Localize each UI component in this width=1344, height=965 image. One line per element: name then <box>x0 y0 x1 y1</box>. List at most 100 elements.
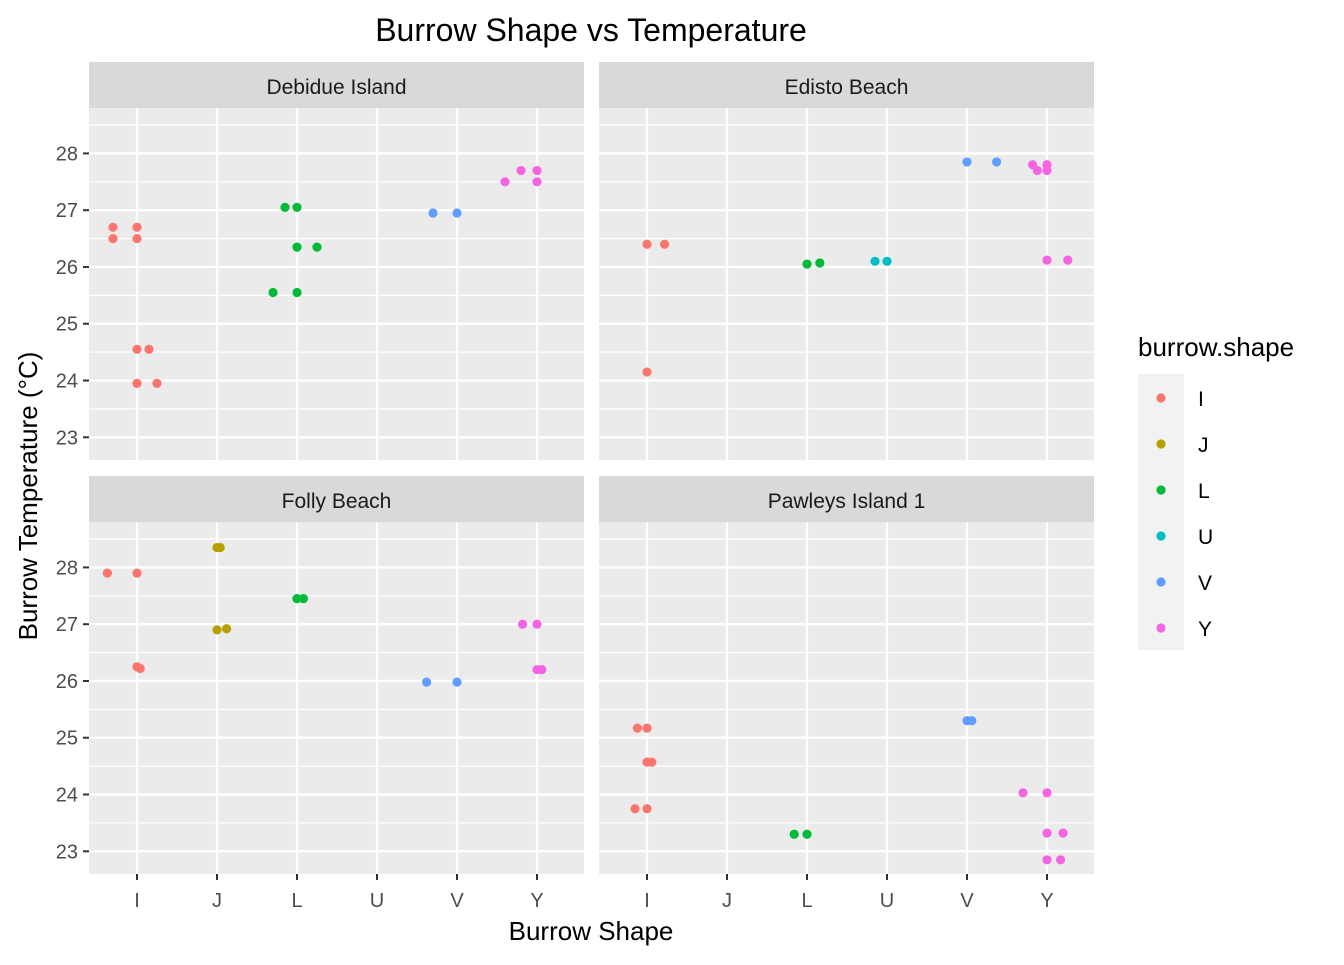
data-point-i <box>642 804 652 814</box>
x-tick-label: I <box>644 890 650 912</box>
data-point-y <box>1056 855 1066 865</box>
y-tick-label: 28 <box>56 143 78 165</box>
x-axis-title: Burrow Shape <box>509 916 674 946</box>
data-point-i <box>144 344 154 354</box>
data-point-i <box>108 233 118 244</box>
x-tick-label: L <box>291 890 302 912</box>
legend-label: V <box>1198 572 1212 595</box>
legend-label: L <box>1198 480 1210 503</box>
panel-background <box>599 522 1094 874</box>
data-point-l <box>268 287 278 298</box>
data-point-y <box>1042 855 1052 865</box>
data-point-l <box>292 242 302 252</box>
x-tick-label: V <box>450 890 464 912</box>
data-point-l <box>815 258 825 268</box>
y-tick-label: 27 <box>56 614 78 636</box>
x-tick-label: I <box>134 890 140 912</box>
facet-strip-label: Folly Beach <box>282 490 392 513</box>
data-point-i <box>132 222 142 232</box>
data-point-y <box>1018 788 1028 798</box>
data-point-i <box>132 233 142 244</box>
chart-title: Burrow Shape vs Temperature <box>375 12 807 48</box>
legend-label: Y <box>1198 618 1212 641</box>
x-tick-label: Y <box>530 890 543 912</box>
data-point-y <box>532 165 542 176</box>
x-tick-label: L <box>801 890 812 912</box>
data-point-l <box>292 202 302 212</box>
data-point-j <box>212 625 222 635</box>
legend-title: burrow.shape <box>1138 332 1294 362</box>
legend-key-l <box>1156 485 1166 495</box>
data-point-y <box>1042 165 1052 176</box>
data-point-l <box>789 829 799 839</box>
data-point-j <box>215 542 225 553</box>
data-point-v <box>962 157 972 167</box>
data-point-i <box>102 568 112 578</box>
y-tick-label: 24 <box>56 371 78 393</box>
y-tick-label: 26 <box>56 671 78 693</box>
data-point-i <box>660 239 670 249</box>
data-point-l <box>298 594 308 604</box>
x-tick-label: Y <box>1040 890 1053 912</box>
data-point-i <box>132 344 142 354</box>
data-point-u <box>882 256 892 266</box>
x-tick-label: J <box>212 890 222 912</box>
y-axis-title: Burrow Temperature (°C) <box>13 352 43 641</box>
x-tick-label: U <box>880 890 894 912</box>
data-point-i <box>647 757 657 767</box>
facet-strip <box>599 476 1094 522</box>
legend-label: U <box>1198 526 1213 549</box>
x-tick-label: V <box>960 890 974 912</box>
y-tick-label: 27 <box>56 200 78 222</box>
data-point-y <box>518 619 528 629</box>
x-tick-label: U <box>370 890 384 912</box>
y-tick-label: 25 <box>56 314 78 336</box>
data-point-y <box>532 177 542 187</box>
facet-strip-label: Debidue Island <box>266 76 406 99</box>
data-point-y <box>537 665 547 675</box>
data-point-y <box>1042 255 1052 265</box>
data-point-v <box>428 208 438 218</box>
data-point-i <box>132 568 142 578</box>
data-point-l <box>802 259 812 269</box>
data-point-v <box>452 208 462 218</box>
data-point-y <box>1058 828 1068 838</box>
data-point-i <box>152 378 162 388</box>
data-point-i <box>108 222 118 232</box>
data-point-v <box>967 716 977 726</box>
data-point-l <box>312 242 322 252</box>
facet-strip <box>89 62 584 108</box>
data-point-i <box>132 378 142 388</box>
panel-background <box>599 108 1094 460</box>
y-tick-label: 26 <box>56 257 78 279</box>
facet-strip <box>599 62 1094 108</box>
data-point-y <box>532 619 542 629</box>
data-point-v <box>422 677 432 687</box>
data-point-l <box>292 594 302 604</box>
legend-key-i <box>1156 393 1166 403</box>
x-tick-label: J <box>722 890 732 912</box>
facet-strip-label: Edisto Beach <box>785 76 909 99</box>
data-point-l <box>280 202 290 212</box>
legend-key-background <box>1138 374 1184 650</box>
data-point-i <box>630 804 640 814</box>
facet-strip-label: Pawleys Island 1 <box>768 490 926 513</box>
data-point-l <box>292 287 302 298</box>
data-point-i <box>642 367 652 377</box>
panel-background <box>89 522 584 874</box>
data-point-l <box>802 829 812 839</box>
legend-key-u <box>1156 531 1166 541</box>
data-point-i <box>642 239 652 249</box>
data-point-y <box>1042 828 1052 838</box>
legend-key-v <box>1156 577 1166 587</box>
legend-key-j <box>1156 439 1166 449</box>
data-point-v <box>992 157 1002 167</box>
data-point-i <box>135 663 145 674</box>
data-point-y <box>1042 788 1052 798</box>
legend-label: J <box>1198 434 1209 457</box>
data-point-j <box>222 624 232 634</box>
facet-strip <box>89 476 584 522</box>
y-tick-label: 28 <box>56 557 78 579</box>
